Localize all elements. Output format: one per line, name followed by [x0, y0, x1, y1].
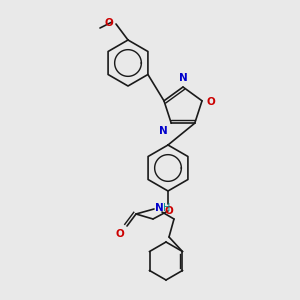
Text: N: N — [178, 73, 188, 83]
Text: O: O — [206, 97, 215, 107]
Text: N: N — [155, 203, 164, 213]
Text: O: O — [115, 229, 124, 239]
Text: O: O — [104, 18, 113, 28]
Text: O: O — [165, 206, 173, 216]
Text: H: H — [163, 203, 170, 213]
Text: N: N — [160, 126, 168, 136]
